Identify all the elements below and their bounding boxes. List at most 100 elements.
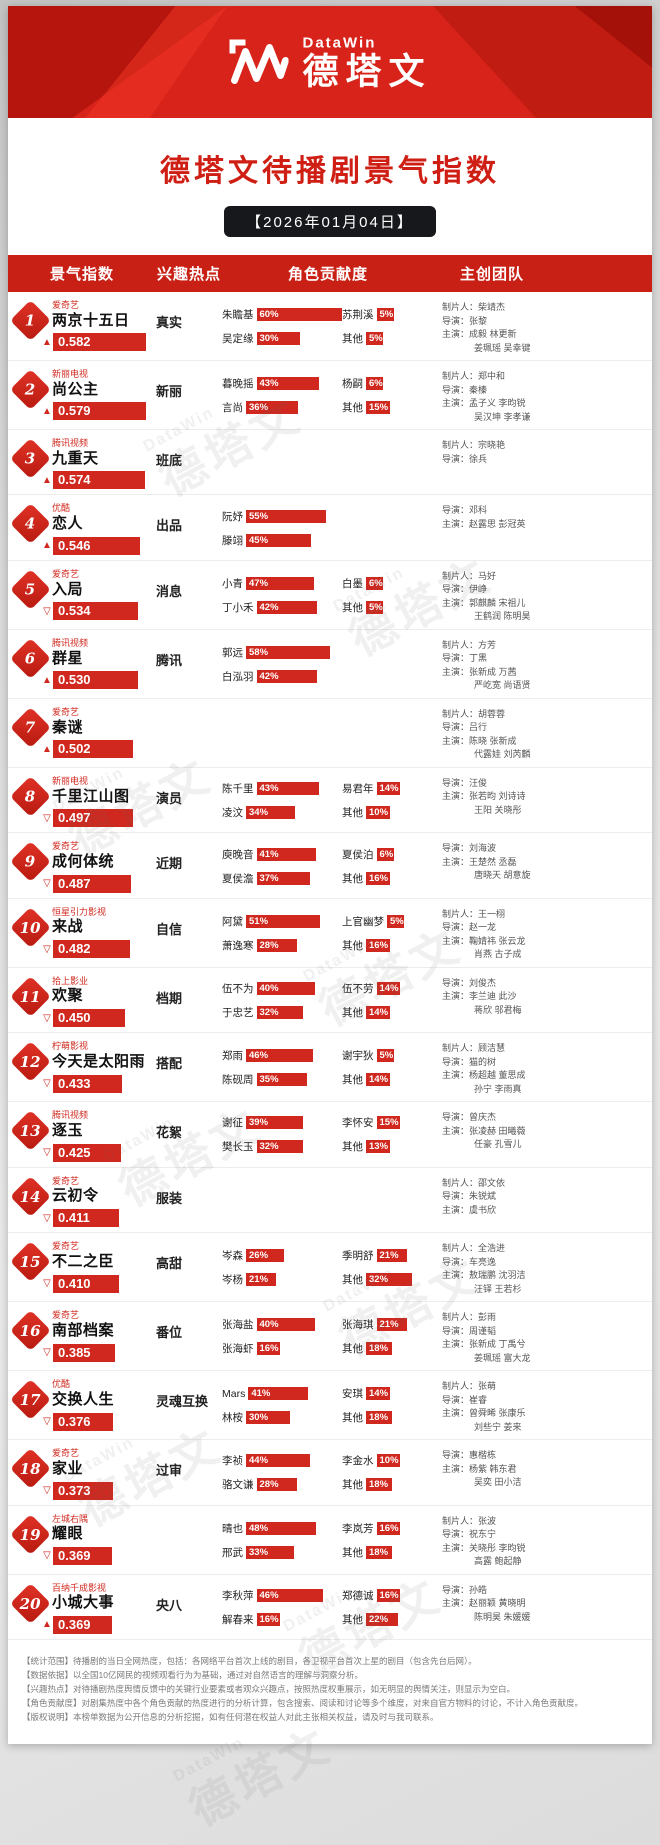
hotspot-label: 搭配 (156, 1056, 183, 1072)
drama-row: 18 爱奇艺 家业 ▽ 0.373 过审 李祯 44% 李金水 10% 骆文谦 28% 其他… (8, 1440, 652, 1506)
drama-row: 14 爱奇艺 云初令 ▽ 0.411 服装 制片人：邵文依 导演：朱锐斌 主演：虞书… (8, 1168, 652, 1234)
team-cell: 制片人：方芳 导演：丁黑 主演：张新成 万茜 严屹宽 尚语贤 (434, 636, 652, 693)
role-item: 季明舒 21% (342, 1248, 434, 1263)
team-line: 主演：成毅 林更新 (442, 329, 517, 339)
role-name: 李秋萍 (222, 1589, 254, 1602)
role-name: 其他 (342, 333, 363, 345)
index-bar: 0.502 (53, 740, 133, 759)
trend-icon: ▲ (42, 336, 52, 348)
team-line: 主演：赵露思 彭冠英 (442, 518, 526, 529)
index-line: ▲ 0.369 (41, 1615, 156, 1634)
role-item: 其他 18% (342, 1477, 434, 1492)
index-bar: 0.433 (53, 1074, 122, 1093)
trend-icon: ▽ (43, 812, 51, 824)
role-item: 易君年 14% (342, 781, 434, 796)
index-line: ▽ 0.376 (41, 1412, 156, 1431)
team-cell: 制片人：张波 导演：祝东宁 主演：关晓彤 李昀锐 高露 鲍起静 (434, 1512, 652, 1569)
role-bar: 32% (256, 1005, 303, 1019)
role-bar: 45% (246, 533, 312, 547)
role-name: 其他 (342, 1479, 363, 1492)
drama-title: 今天是太阳雨 (52, 1052, 146, 1070)
team-line: 主演：王楚然 丞磊 (442, 856, 517, 867)
role-item: 阮妤 55% (222, 509, 342, 524)
role-item: 郑德诚 16% (342, 1588, 434, 1603)
index-line: ▽ 0.385 (41, 1343, 156, 1362)
role-bar: 36% (246, 401, 299, 414)
hotspot-label: 央八 (156, 1597, 183, 1613)
team-line: 主演：李兰迪 此沙 (442, 991, 517, 1002)
role-bar: 30% (256, 332, 300, 345)
team-line: 制片人：马好 (442, 570, 497, 581)
role-item: 其他 5% (342, 331, 434, 346)
role-name: 郑德诚 (342, 1589, 374, 1602)
role-name: 上官幽梦 (342, 915, 384, 928)
role-item: 邢武 33% (222, 1545, 342, 1560)
page-title: 德塔文待播剧景气指数 (160, 155, 500, 188)
index-cell: 左城右隅 耀眼 ▽ 0.369 (43, 1512, 156, 1569)
role-bar: 51% (246, 914, 320, 928)
role-bar: 6% (366, 576, 383, 590)
role-bar: 41% (256, 847, 316, 861)
drama-title: 九重天 (52, 449, 99, 467)
team-line: 导演：邓科 (442, 505, 488, 516)
team-line: 王阳 关晓彤 (474, 804, 522, 815)
role-name: 骆文谦 (222, 1479, 254, 1492)
role-bar: 16% (256, 1342, 280, 1356)
role-item: 杨嗣 6% (342, 376, 434, 391)
platform-label: 恒星引力影视 (52, 906, 107, 917)
platform-label: 优酷 (52, 503, 71, 514)
role-bar: 18% (366, 1478, 393, 1492)
role-bar: 16% (376, 1521, 400, 1535)
role-name: 李祯 (222, 1455, 243, 1468)
index-bar: 0.579 (53, 402, 146, 421)
role-name: 其他 (342, 402, 363, 414)
role-item: 白泓羽 42% (222, 669, 342, 684)
role-name: 樊长玉 (222, 1141, 254, 1154)
hotspot-label: 自信 (156, 921, 183, 937)
role-name: 夏侯泊 (342, 848, 374, 861)
team-line: 制片人：彭雨 (442, 1312, 497, 1323)
role-bar: 40% (256, 981, 315, 995)
drama-title: 耀眼 (52, 1525, 84, 1543)
team-cell: 制片人：柴靖杰 导演：张黎 主演：成毅 林更新 姜珮瑶 吴幸键 (434, 298, 652, 355)
role-name: 吴定缘 (222, 333, 254, 345)
platform-label: 百纳千成影视 (52, 1582, 107, 1593)
role-item: 李岚芳 16% (342, 1521, 434, 1536)
role-bar: 14% (376, 981, 400, 995)
role-bar: 18% (366, 1545, 393, 1559)
team-line: 陈明昊 朱媛媛 (474, 1611, 531, 1622)
role-name: 其他 (342, 601, 363, 614)
role-name: Mars (222, 1387, 246, 1400)
datawin-logo-icon (229, 39, 289, 84)
index-bar: 0.534 (53, 602, 138, 621)
role-bar: 47% (246, 576, 315, 590)
roles-grid: 阿黛 51% 上官幽梦 5% 萧逸寒 28% 其他 16% (222, 905, 434, 962)
platform-label: 柠萌影视 (52, 1041, 89, 1052)
role-name: 其他 (342, 1613, 363, 1626)
hotspot-label: 高甜 (156, 1256, 183, 1272)
trend-icon: ▽ (43, 1212, 51, 1224)
index-line: ▽ 0.410 (41, 1274, 156, 1293)
role-item: 李秋萍 46% (222, 1588, 342, 1603)
role-name: 晴也 (222, 1522, 243, 1535)
role-bar: 15% (366, 401, 390, 414)
roles-grid: 伍不为 40% 伍不劳 14% 于忠艺 32% 其他 14% (222, 974, 434, 1027)
role-item: 陈千里 43% (222, 781, 342, 796)
footnotes: 【统计范围】待播剧的当日全网热度，包括：各网络平台首次上线的剧目，各卫视平台首次… (8, 1640, 652, 1744)
role-name: 庾晚音 (222, 848, 254, 861)
team-line: 主演：孟子义 李昀锐 (442, 398, 526, 408)
drama-title: 来战 (52, 918, 84, 936)
index-cell: 百纳千成影视 小城大事 ▲ 0.369 (42, 1581, 156, 1634)
team-line: 主演：虞书欣 (442, 1204, 497, 1215)
role-name: 李怀安 (342, 1117, 374, 1130)
drama-title: 欢聚 (52, 987, 84, 1005)
rank-number: 9 (24, 852, 36, 871)
index-bar: 0.373 (53, 1481, 113, 1500)
index-line: ▲ 0.582 (41, 333, 156, 352)
role-bar: 21% (376, 1318, 407, 1332)
index-line: ▽ 0.534 (41, 602, 156, 621)
role-name: 陈千里 (222, 783, 254, 796)
rank-number: 13 (19, 1121, 41, 1140)
roles-grid: 暮晚摇 43% 杨嗣 6% 言尚 36% 其他 15% (222, 367, 434, 424)
role-item: 凌汶 34% (222, 805, 342, 820)
